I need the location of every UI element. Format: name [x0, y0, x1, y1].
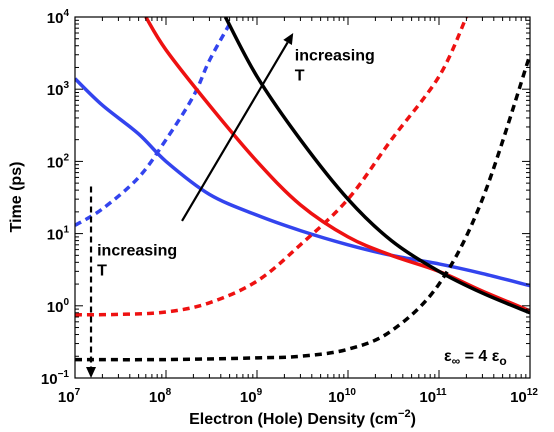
- y-tick-label-0: 10−1: [41, 369, 70, 388]
- series-line-black-dashed: [75, 54, 530, 362]
- epsilon-note-sub2: o: [499, 354, 506, 368]
- annotation-arrow-upper: [181, 41, 289, 222]
- x-axis-label-close: ): [411, 411, 416, 428]
- series-line-blue-solid: [75, 77, 530, 288]
- series-line-blue-dashed: [75, 23, 232, 227]
- x-tick-label-2: 109: [240, 387, 263, 406]
- epsilon-note-sub: ∞: [452, 354, 461, 368]
- x-axis-label: Electron (Hole) Density (cm−2): [189, 408, 416, 428]
- series-line-black-solid: [223, 17, 530, 315]
- x-tick-label-0: 107: [58, 387, 81, 406]
- x-tick-label-4: 1011: [419, 387, 447, 406]
- plot-background: [75, 17, 530, 378]
- plot-frame: [74, 16, 531, 379]
- annotation-text-upper: increasing: [295, 47, 375, 64]
- annotation-text-lower: increasing: [97, 242, 177, 259]
- y-tick-label-5: 104: [47, 8, 70, 27]
- epsilon-note: ε∞ = 4 εo: [444, 348, 507, 368]
- y-axis-label: Time (ps): [8, 162, 25, 233]
- y-tick-label-2: 101: [47, 225, 70, 244]
- annotation-arrowhead-upper: [283, 33, 294, 46]
- annotation-arrowhead-lower: [86, 367, 97, 378]
- annotation-text-upper-t: T: [295, 67, 305, 84]
- x-tick-label-3: 1010: [328, 387, 356, 406]
- series-line-red-dashed: [75, 17, 468, 317]
- x-axis-label-exponent: −2: [398, 408, 411, 420]
- y-tick-label-4: 103: [47, 80, 70, 99]
- x-tick-label-5: 1012: [510, 387, 538, 406]
- annotation-text-lower-t: T: [97, 262, 107, 279]
- x-tick-label-1: 108: [149, 387, 172, 406]
- y-tick-label-1: 100: [47, 297, 70, 316]
- y-tick-label-3: 102: [47, 152, 70, 171]
- epsilon-note-mid: = 4 ε: [460, 348, 500, 365]
